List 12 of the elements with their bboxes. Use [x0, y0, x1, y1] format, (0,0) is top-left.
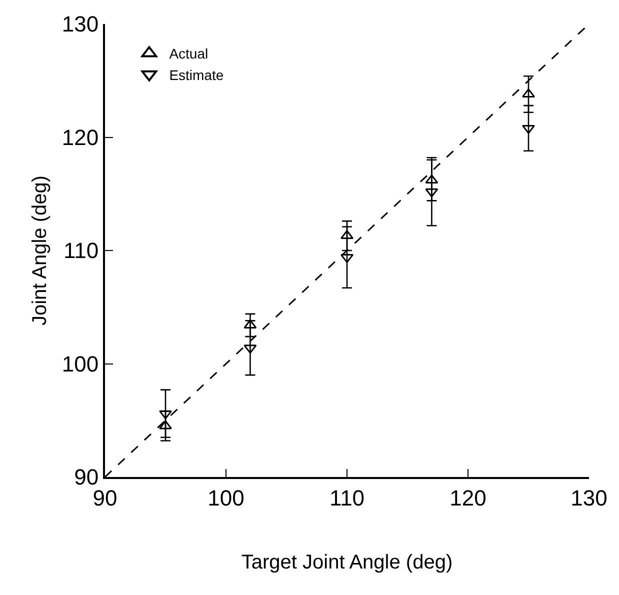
y-tick-label: 110 — [64, 238, 99, 264]
y-axis-title: Joint Angle (deg) — [28, 175, 51, 326]
y-tick-label: 120 — [62, 124, 99, 150]
x-tick-label: 100 — [208, 485, 244, 510]
x-tick-label: 120 — [450, 485, 486, 510]
x-tick-label: 130 — [570, 485, 608, 510]
y-tick-label: 130 — [62, 12, 99, 37]
x-tick-label: 110 — [329, 485, 365, 510]
legend-label: Estimate — [169, 66, 224, 83]
legend-label: Actual — [169, 46, 208, 62]
x-axis-title: Target Joint Angle (deg) — [241, 551, 453, 574]
y-tick-label: 100 — [62, 351, 99, 376]
